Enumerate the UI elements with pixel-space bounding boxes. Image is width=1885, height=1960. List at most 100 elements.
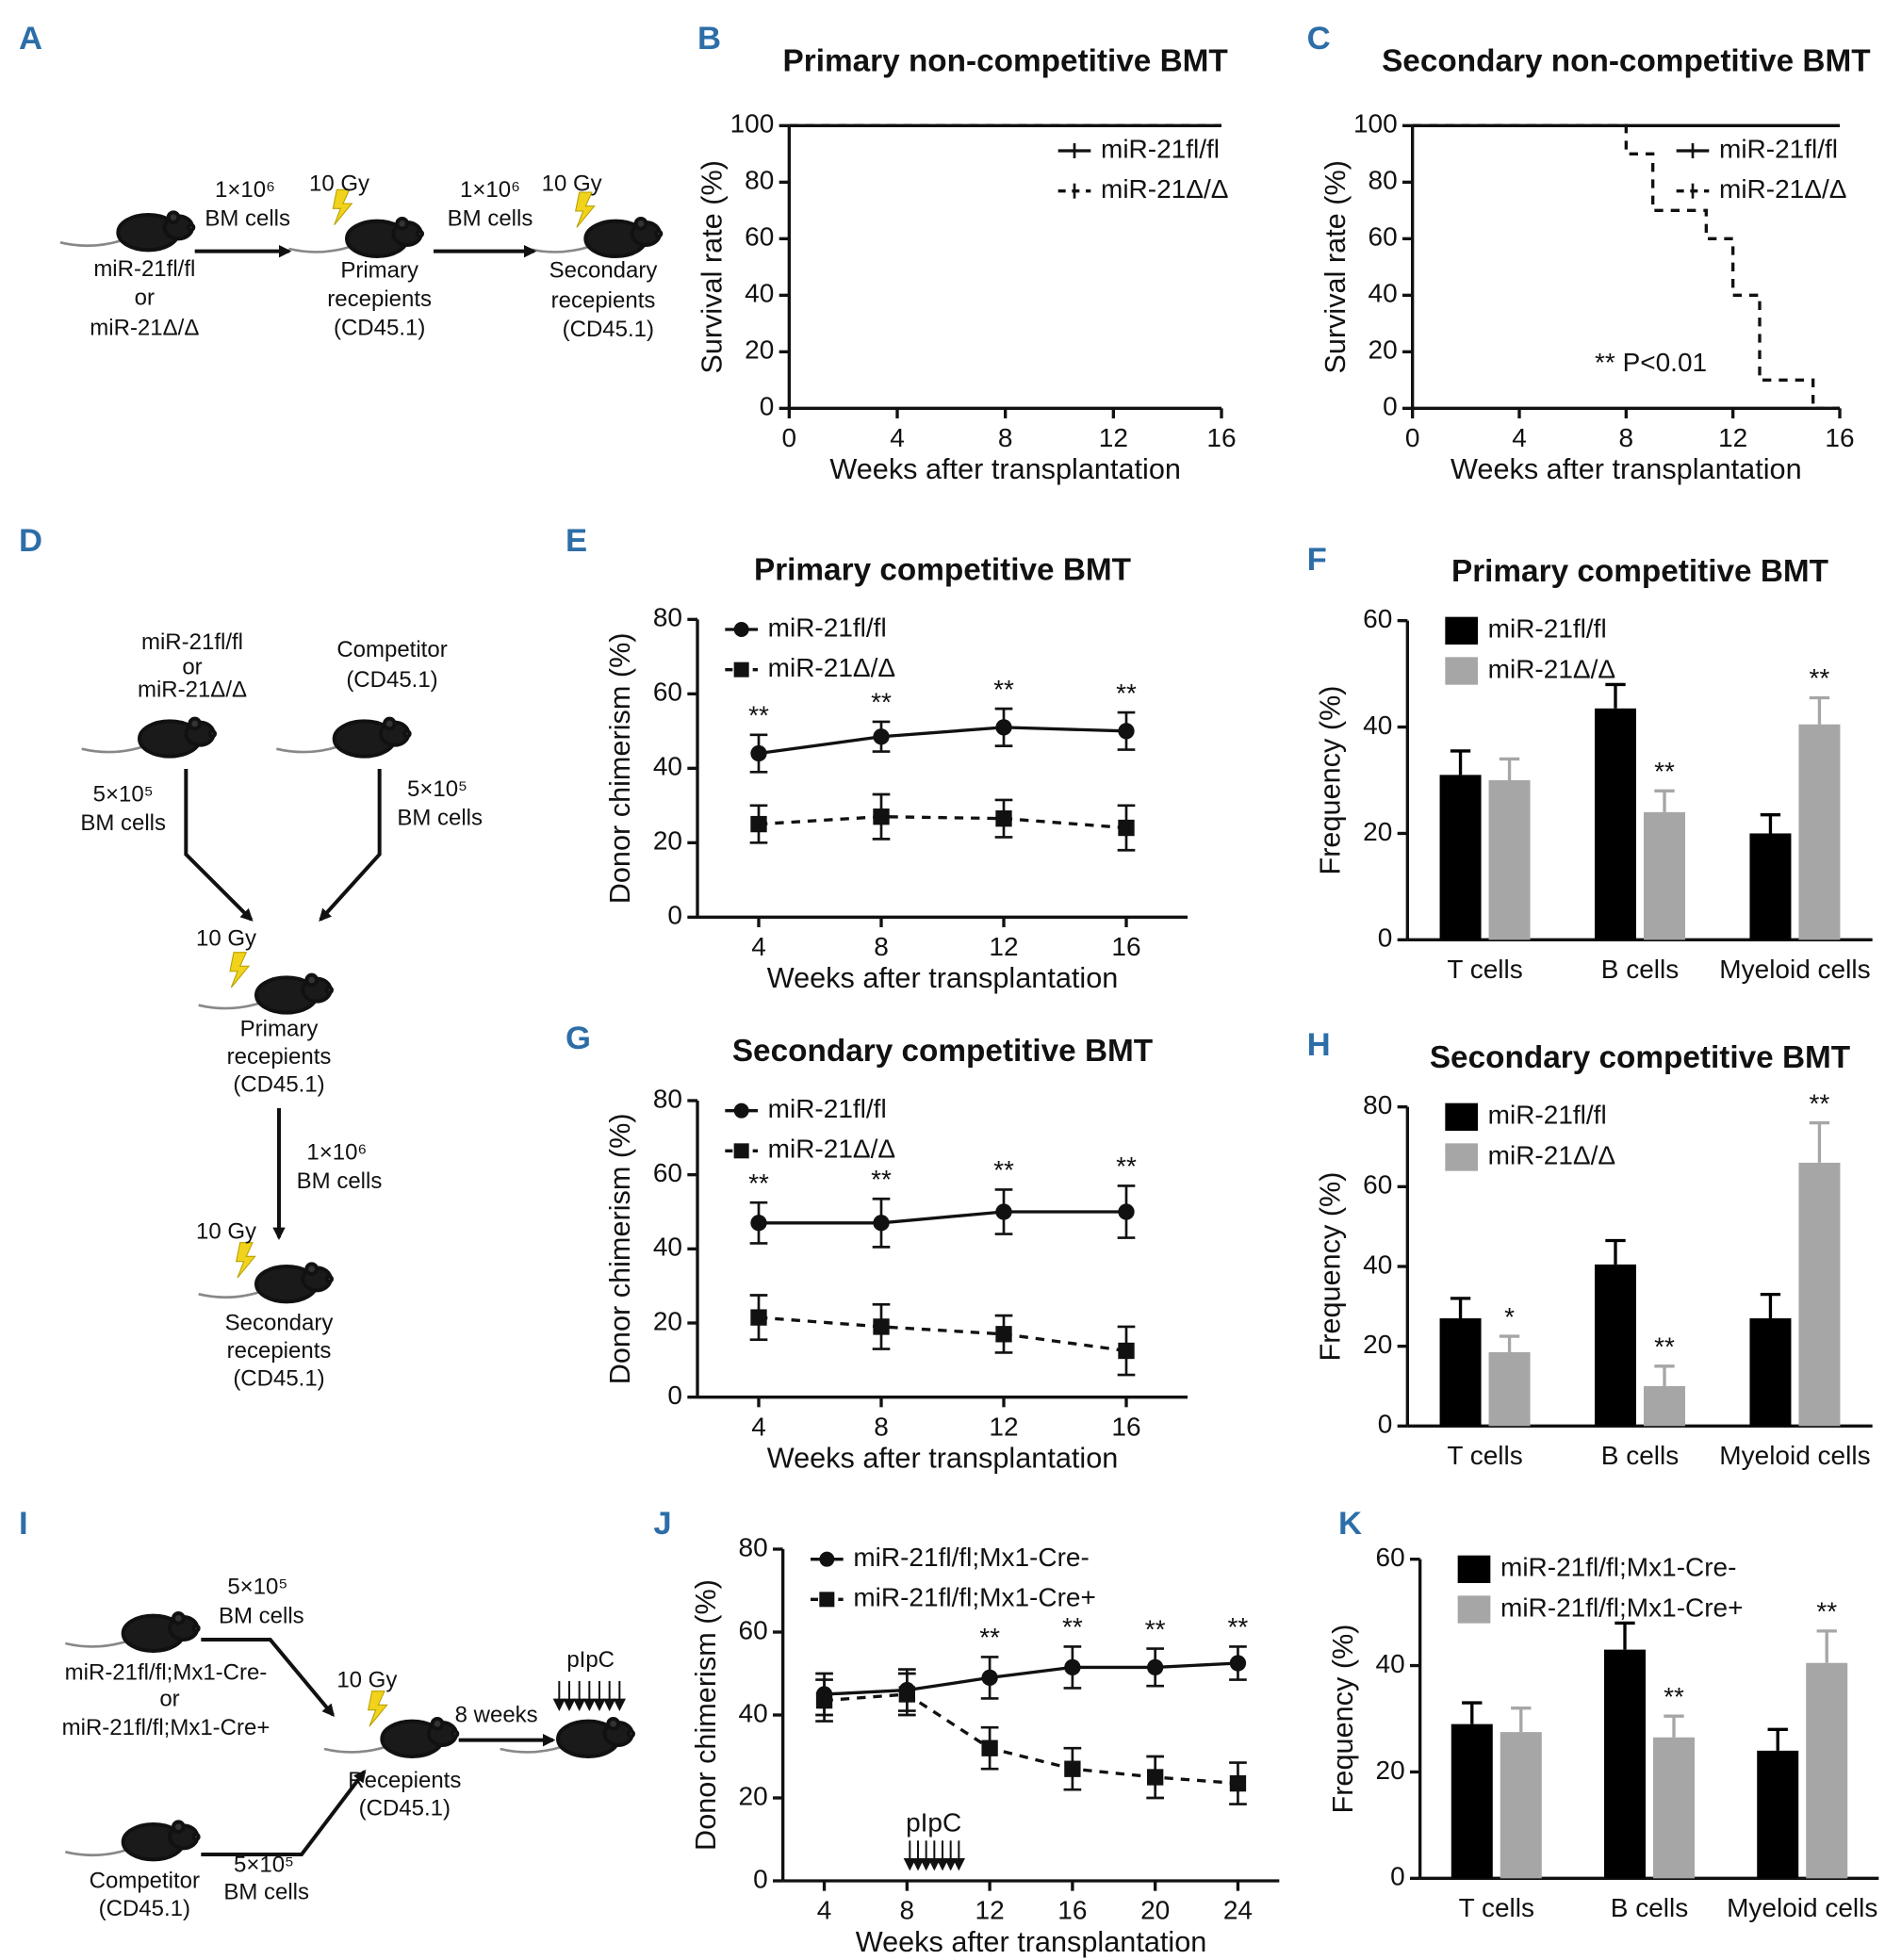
legend-label: miR-21fl/fl — [768, 612, 887, 642]
significance: * — [1504, 1302, 1515, 1331]
significance: ** — [748, 1168, 769, 1198]
panel-label: K — [1338, 1506, 1362, 1542]
point — [995, 809, 1012, 827]
diagram-label: or — [182, 655, 202, 680]
y-tick-label: 80 — [653, 1084, 682, 1113]
x-tick-label: 8 — [874, 1412, 889, 1441]
chart-title: Secondary competitive BMT — [732, 1034, 1153, 1069]
y-tick-label: 40 — [745, 279, 774, 308]
diagram-label: 10 Gy — [336, 1667, 397, 1692]
x-tick-label: 16 — [1825, 423, 1854, 452]
y-tick-label: 80 — [739, 1532, 768, 1561]
significance: ** — [1116, 1152, 1137, 1181]
x-tick-label: 12 — [1099, 423, 1128, 452]
y-axis-label: Donor chimerism (%) — [690, 1579, 722, 1851]
error-bar — [1450, 1297, 1471, 1319]
legend-label: miR-21Δ/Δ — [768, 1135, 895, 1164]
chart: G Secondary competitive BMT Weeks after tr… — [566, 1021, 1188, 1474]
y-tick-label: 60 — [745, 222, 774, 252]
legend-swatch — [1445, 657, 1478, 685]
series-line — [758, 726, 1127, 756]
panel-label: F — [1307, 542, 1327, 578]
series-line — [759, 1210, 1126, 1225]
series-line — [758, 1315, 1127, 1353]
diagram-label: BM cells — [297, 1168, 383, 1194]
point — [750, 744, 767, 762]
x-tick-label: Myeloid cells — [1727, 1893, 1877, 1922]
y-tick-label: 20 — [1363, 1330, 1392, 1359]
bar — [1806, 1662, 1848, 1879]
diagram-label: Competitor — [336, 637, 447, 662]
series-line — [1412, 123, 1840, 410]
x-tick-label: 12 — [1718, 423, 1747, 452]
x-axis-label: Weeks after transplantation — [1451, 453, 1802, 485]
x-tick-label: T cells — [1447, 1441, 1522, 1470]
significance: ** — [1816, 1597, 1837, 1626]
y-tick-label: 100 — [1353, 109, 1398, 139]
diagram-label: Primary — [240, 1017, 319, 1042]
x-tick-label: 12 — [989, 1412, 1018, 1441]
point — [995, 1326, 1012, 1343]
point — [1118, 1203, 1135, 1220]
legend-label: miR-21fl/fl — [1719, 134, 1838, 163]
diagram-label: Primary — [340, 257, 418, 283]
diagram-label: miR-21fl/fl — [93, 256, 195, 282]
x-tick-label: 12 — [989, 932, 1018, 961]
x-tick-label: T cells — [1459, 1893, 1534, 1922]
x-tick-label: Myeloid cells — [1719, 955, 1870, 984]
y-tick-label: 60 — [1369, 222, 1398, 252]
error-bar — [1809, 1120, 1830, 1163]
x-tick-label: 4 — [751, 1412, 766, 1441]
y-tick-label: 60 — [739, 1615, 768, 1644]
significance: ** — [1116, 678, 1137, 708]
point — [1147, 1658, 1164, 1676]
x-tick-label: 16 — [1111, 932, 1140, 961]
error-bar — [1462, 1701, 1483, 1724]
panel-label: A — [19, 21, 42, 57]
x-tick-label: 4 — [817, 1896, 832, 1925]
error-bar — [1499, 757, 1520, 780]
diagram-label: (CD45.1) — [233, 1071, 324, 1097]
diagram-label: 5×10⁵ — [93, 781, 154, 807]
legend-swatch — [1457, 1595, 1491, 1624]
chart: C Secondary non-competitive BMT Weeks afte… — [1307, 21, 1871, 485]
diagram-label: Recepients — [348, 1768, 461, 1793]
error-bar — [1450, 749, 1471, 776]
y-axis-label: Survival rate (%) — [1320, 160, 1352, 374]
error-bar — [1605, 682, 1626, 709]
y-tick-label: 40 — [1376, 1649, 1405, 1678]
point — [750, 815, 767, 833]
point — [873, 1215, 890, 1232]
chart: F Primary competitive BMT Frequency (%) 0 20… — [1307, 542, 1873, 984]
y-tick-label: 20 — [1376, 1756, 1405, 1785]
significance: ** — [1228, 1612, 1249, 1642]
y-tick-label: 80 — [1369, 166, 1398, 195]
significance: ** — [1810, 1088, 1830, 1118]
y-tick-label: 40 — [1369, 279, 1398, 308]
point — [981, 1740, 998, 1756]
diagram-label: (CD45.1) — [359, 1795, 451, 1821]
point — [898, 1686, 915, 1703]
diagram-label: miR-21Δ/Δ — [90, 316, 199, 341]
diagram-label: BM cells — [397, 806, 483, 831]
y-tick-label: 80 — [745, 166, 774, 195]
y-tick-label: 20 — [1369, 335, 1398, 365]
point — [750, 1215, 767, 1232]
diagram-label: Secondary — [549, 257, 658, 283]
point — [750, 1309, 767, 1326]
bar — [1604, 1649, 1646, 1879]
panel-label: B — [697, 21, 721, 57]
x-tick-label: B cells — [1601, 1441, 1679, 1470]
diagram-label: 1×10⁶ — [306, 1139, 367, 1165]
y-tick-label: 0 — [667, 1380, 682, 1410]
x-tick-label: T cells — [1447, 955, 1522, 984]
legend-marker — [733, 1102, 749, 1119]
point — [981, 1669, 998, 1687]
x-tick-label: 16 — [1057, 1896, 1087, 1925]
error-bar — [1664, 1714, 1684, 1738]
diagram-label: 10 Gy — [309, 171, 369, 196]
point — [1229, 1774, 1247, 1792]
y-axis-label: Donor chimerism (%) — [604, 632, 636, 904]
x-tick-label: B cells — [1611, 1893, 1688, 1922]
